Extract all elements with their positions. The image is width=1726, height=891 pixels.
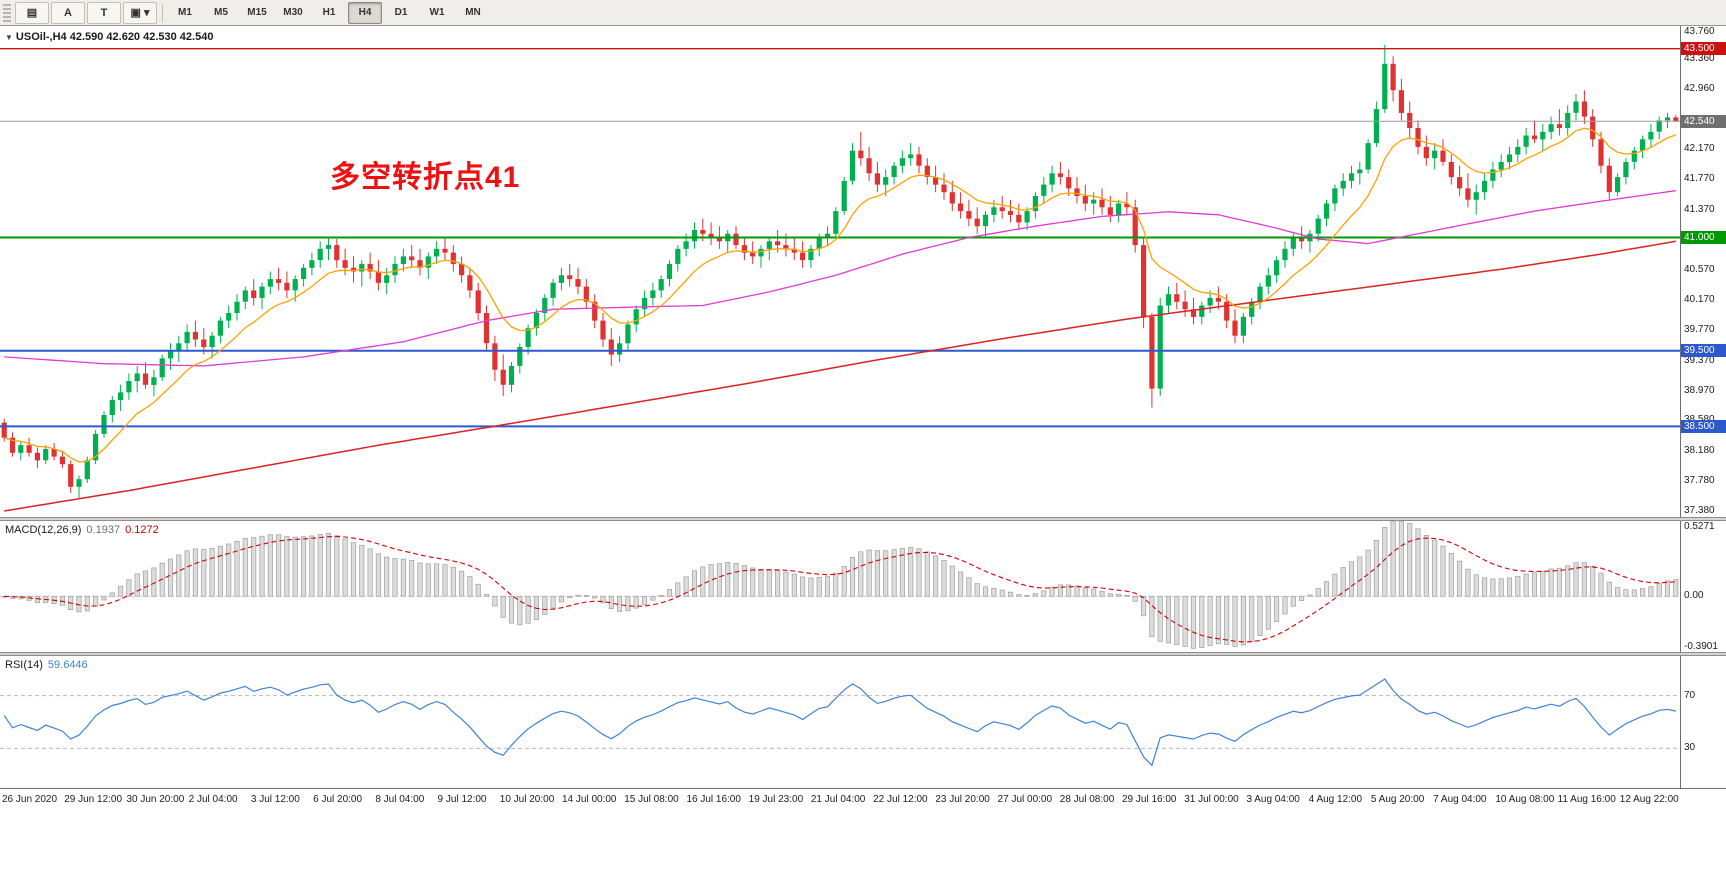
panel-separator[interactable] [0, 652, 1726, 656]
timeframe-buttons-group: M1 M5 M15 M30 H1 H4 D1 W1 MN [168, 1, 490, 24]
price-tag-42.540: 42.540 [1681, 114, 1726, 128]
panel-separator[interactable] [0, 517, 1726, 521]
timeframe-d1[interactable]: D1 [394, 7, 408, 18]
drawing-tools-group: ▤ A T ▣ ▾ [15, 1, 157, 24]
time-axis-label: 22 Jul 12:00 [873, 794, 928, 805]
timeframe-m1[interactable]: M1 [178, 7, 192, 18]
shapes-dropdown[interactable]: ▣ ▾ [123, 1, 157, 24]
timeframe-w1[interactable]: W1 [429, 7, 445, 18]
rsi-axis-label: 30 [1684, 742, 1696, 754]
macd-axis-label: 0.5271 [1684, 521, 1715, 532]
rsi-label: RSI(14) 59.6446 [5, 659, 88, 671]
price-axis-label: 39.770 [1684, 324, 1715, 336]
time-axis-label: 14 Jul 00:00 [562, 794, 617, 805]
price-axis-label: 42.170 [1684, 143, 1715, 155]
price-axis-label: 41.770 [1684, 173, 1715, 185]
chart-annotation-text[interactable]: 多空转折点41 [330, 161, 521, 194]
macd-canvas[interactable] [0, 521, 1680, 652]
text-tool[interactable]: T [87, 1, 121, 24]
rsi-axis-label: 70 [1684, 689, 1696, 701]
price-tag-39.500: 39.500 [1681, 344, 1726, 358]
price-tag-43.500: 43.500 [1681, 42, 1726, 56]
macd-axis-label: 0.00 [1684, 590, 1704, 602]
price-tag-38.500: 38.500 [1681, 419, 1726, 433]
price-axis-label: 38.970 [1684, 384, 1715, 396]
time-axis-label: 16 Jul 16:00 [686, 794, 741, 805]
price-axis-label: 40.570 [1684, 263, 1715, 275]
rsi-axis[interactable]: 70 30 [1680, 656, 1726, 788]
timeframe-mn[interactable]: MN [465, 7, 481, 18]
time-axis-label: 4 Aug 12:00 [1308, 794, 1363, 805]
macd-axis-label: -0.3901 [1684, 641, 1718, 652]
symbol-ohlc-text: USOil-,H4 42.590 42.620 42.530 42.540 [15, 31, 214, 43]
time-axis-label: 11 Aug 16:00 [1557, 794, 1616, 805]
price-axis-label: 43.360 [1684, 53, 1715, 65]
price-axis-label: 37.780 [1684, 474, 1715, 486]
macd-axis[interactable]: 0.5271 0.00 -0.3901 [1680, 521, 1726, 652]
macd-signal-value: 0.1272 [125, 524, 159, 536]
price-tag-41.000: 41.000 [1681, 231, 1726, 244]
rsi-panel: 70 30 RSI(14) 59.6446 [0, 656, 1726, 788]
time-axis-label: 9 Jul 12:00 [437, 794, 487, 805]
macd-name: MACD(12,26,9) [5, 524, 82, 536]
macd-label: MACD(12,26,9) 0.1937 0.1272 [5, 524, 159, 536]
time-axis-label: 30 Jun 20:00 [126, 794, 185, 805]
rsi-value: 59.6446 [47, 659, 88, 671]
toolbar-separator [162, 3, 163, 22]
toolbar-drag-handle[interactable] [3, 3, 11, 22]
bottom-margin [0, 812, 1726, 891]
macd-main-value: 0.1937 [86, 524, 121, 536]
time-axis-label: 29 Jul 16:00 [1122, 794, 1177, 805]
chart-toolbar: ▤ A T ▣ ▾ M1 M5 M15 M30 H1 H4 D1 W1 MN [0, 0, 1726, 26]
chart-symbol-title: ▼ USOil-,H4 42.590 42.620 42.530 42.540 [5, 31, 213, 43]
time-axis-label: 12 Aug 22:00 [1619, 794, 1679, 805]
price-axis-label: 40.170 [1684, 294, 1715, 306]
time-axis-label: 23 Jul 20:00 [935, 794, 990, 805]
price-axis-label: 41.370 [1684, 203, 1715, 215]
chart-window-icon[interactable]: ▤ [15, 1, 49, 24]
time-axis-label: 21 Jul 04:00 [810, 794, 866, 805]
timeframe-h4[interactable]: H4 [348, 1, 382, 24]
time-axis-label: 15 Jul 08:00 [624, 794, 679, 805]
time-axis-label: 3 Jul 12:00 [250, 794, 300, 805]
timeframe-m5[interactable]: M5 [214, 7, 228, 18]
price-axis-label: 37.380 [1684, 504, 1715, 516]
price-axis-label: 39.370 [1684, 354, 1715, 366]
cursor-tool[interactable]: A [51, 1, 85, 24]
rsi-name: RSI(14) [5, 659, 43, 671]
price-axis-label: 42.960 [1684, 83, 1715, 95]
time-axis-label: 10 Aug 08:00 [1495, 794, 1555, 805]
time-axis-label: 5 Aug 20:00 [1370, 794, 1425, 805]
timeframe-m30[interactable]: M30 [283, 7, 303, 18]
time-axis-label: 29 Jun 12:00 [64, 794, 123, 805]
time-axis-label: 31 Jul 00:00 [1184, 794, 1239, 805]
time-axis-label: 27 Jul 00:00 [997, 794, 1053, 805]
time-axis-label: 19 Jul 23:00 [748, 794, 804, 805]
time-axis[interactable]: 26 Jun 2020 29 Jun 12:00 30 Jun 20:00 2 Jul… [0, 788, 1726, 812]
price-axis[interactable]: 43.76043.36042.96042.17041.77041.37040.9… [1680, 26, 1726, 517]
time-axis-label: 2 Jul 04:00 [188, 794, 238, 805]
time-axis-label: 26 Jun 2020 [2, 794, 58, 805]
collapse-arrow-icon[interactable]: ▼ [5, 33, 13, 42]
price-axis-label: 38.580 [1684, 414, 1715, 425]
price-axis-label: 43.760 [1684, 26, 1715, 37]
timeframe-h1[interactable]: H1 [322, 7, 336, 18]
time-axis-label: 28 Jul 08:00 [1059, 794, 1115, 805]
price-axis-label: 38.180 [1684, 444, 1715, 456]
main-chart-panel: 43.76043.36042.96042.17041.77041.37040.9… [0, 26, 1726, 517]
time-axis-label: 6 Jul 20:00 [313, 794, 363, 805]
time-axis-label: 7 Aug 04:00 [1433, 794, 1487, 805]
rsi-canvas[interactable] [0, 656, 1680, 788]
time-axis-label: 10 Jul 20:00 [499, 794, 555, 805]
macd-panel: 0.5271 0.00 -0.3901 MACD(12,26,9) 0.1937 0.1… [0, 521, 1726, 652]
main-chart-canvas[interactable] [0, 26, 1680, 517]
time-axis-label: 8 Jul 04:00 [375, 794, 425, 805]
time-axis-label: 3 Aug 04:00 [1246, 794, 1300, 805]
timeframe-m15[interactable]: M15 [247, 7, 267, 18]
